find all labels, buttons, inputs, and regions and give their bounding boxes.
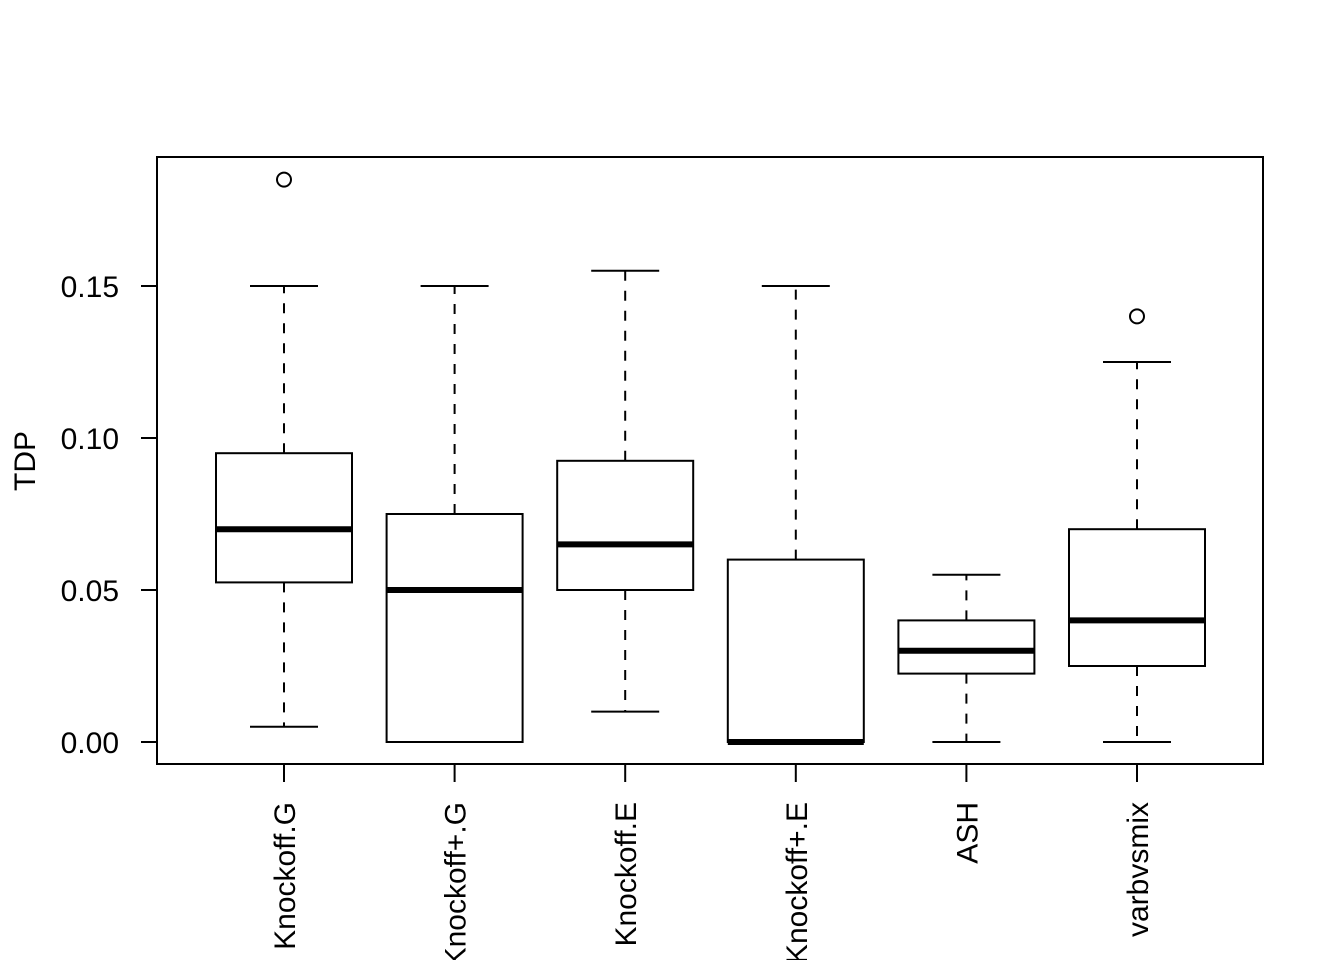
x-tick-label: Knockoff.G: [269, 802, 302, 950]
iqr-box: [897, 619, 1036, 675]
y-tick-label: 0.15: [61, 271, 119, 304]
x-tick-label: ASH: [951, 802, 984, 864]
outlier-point: [1129, 308, 1145, 325]
y-axis: 0.00 0.05 0.10 0.15: [61, 271, 157, 760]
x-tick-label: Knockoff+.G: [440, 802, 473, 960]
y-tick-label: 0.05: [61, 575, 119, 608]
y-tick-label: 0.10: [61, 423, 119, 456]
box-knockoff-e: [726, 285, 865, 745]
x-tick-label: varbvsmix: [1122, 802, 1155, 937]
y-tick-label: 0.00: [61, 727, 119, 760]
box-varbvsmix: [1068, 308, 1206, 743]
outlier-point: [276, 171, 292, 188]
iqr-box: [726, 558, 865, 743]
x-tick-label: Knockoff.E: [610, 802, 643, 947]
iqr-box: [556, 459, 695, 591]
box-knockoff-e: [556, 269, 695, 713]
x-axis: Knockoff.G Knockoff+.G Knockoff.E Knockoff+…: [269, 764, 1155, 960]
boxes-layer: [215, 171, 1206, 745]
box-ash: [897, 573, 1036, 743]
iqr-box: [215, 452, 353, 584]
box-knockoff-g: [385, 285, 524, 743]
box-knockoff-g: [215, 171, 353, 728]
y-axis-title: TDP: [9, 431, 42, 491]
iqr-box: [385, 513, 524, 743]
plot-frame: [156, 156, 1264, 765]
x-tick-label: Knockoff+.E: [781, 802, 814, 960]
iqr-box: [1068, 528, 1206, 668]
